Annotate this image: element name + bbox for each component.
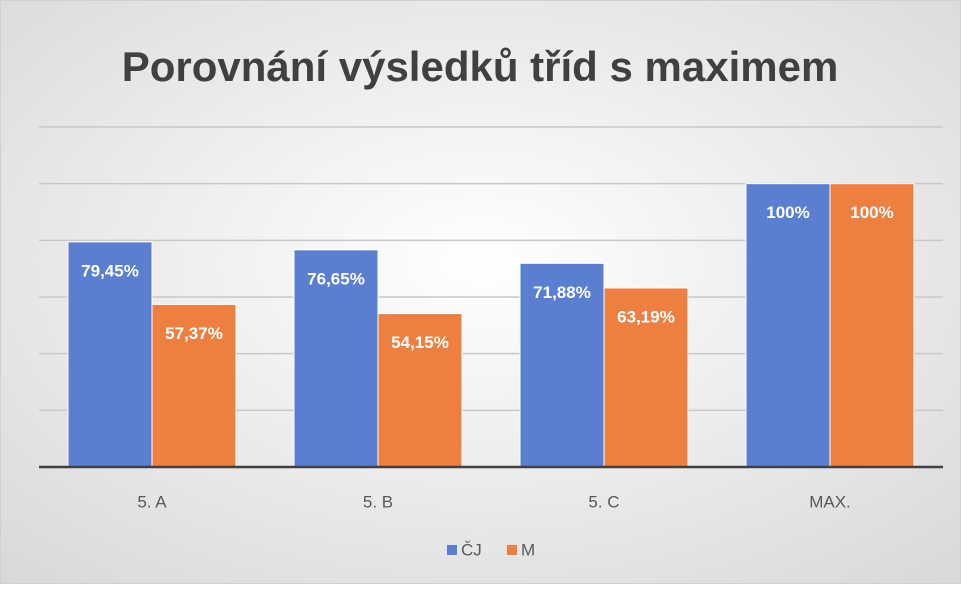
data-label: 57,37% [165, 324, 223, 343]
data-label: 54,15% [391, 333, 449, 352]
legend-label: ČJ [461, 540, 482, 559]
bar [67, 241, 153, 468]
bar [377, 313, 463, 468]
bar [745, 183, 831, 468]
bar [603, 287, 689, 468]
data-label: 100% [850, 203, 893, 222]
chart-title: Porovnání výsledků tříd s maximem [122, 43, 839, 90]
data-label: 100% [766, 203, 809, 222]
bar [829, 183, 915, 468]
legend-swatch [447, 545, 457, 555]
x-tick-label: 5. B [363, 492, 393, 511]
legend-swatch [507, 545, 517, 555]
x-tick-label: 5. C [588, 492, 619, 511]
legend-label: M [521, 540, 535, 559]
data-label: 76,65% [307, 269, 365, 288]
x-tick-label: 5. A [137, 492, 167, 511]
data-label: 79,45% [81, 261, 139, 280]
data-label: 63,19% [617, 307, 675, 326]
bar [519, 262, 605, 468]
bar [293, 249, 379, 468]
x-tick-label: MAX. [809, 492, 851, 511]
bar [151, 303, 237, 468]
data-label: 71,88% [533, 283, 591, 302]
